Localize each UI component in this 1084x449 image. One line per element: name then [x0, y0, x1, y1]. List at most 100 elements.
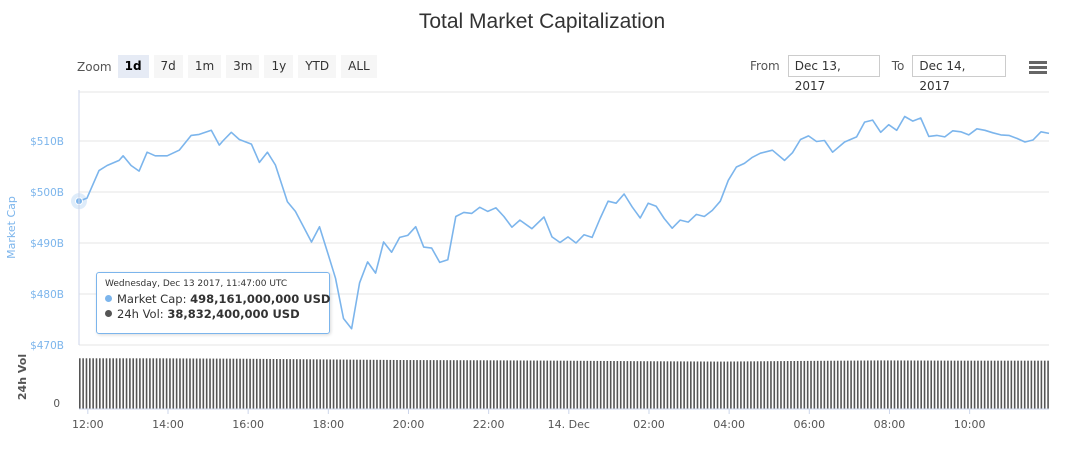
volume-bar [432, 360, 435, 409]
volume-bar [860, 360, 862, 409]
volume-bar [209, 358, 211, 409]
volume-bar [696, 361, 699, 409]
volume-bar [479, 360, 482, 409]
volume-bar [743, 361, 746, 409]
from-date-input[interactable]: Dec 13, 2017 [787, 55, 880, 93]
volume-bar [810, 360, 812, 409]
volume-bar [152, 358, 155, 409]
volume-bar [339, 359, 342, 409]
volume-bar [983, 360, 986, 409]
volume-dot-icon [105, 310, 112, 317]
volume-bar [763, 361, 766, 409]
volume-bar [129, 358, 131, 409]
volume-bar [643, 361, 645, 409]
volume-bar [195, 358, 198, 409]
y-tick-label: $480B [30, 289, 64, 301]
to-date-input[interactable]: Dec 14, 2017 [912, 55, 1007, 93]
volume-bar [673, 361, 675, 409]
volume-bar [412, 360, 415, 409]
volume-bar [252, 358, 255, 409]
volume-bar [1000, 360, 1003, 409]
volume-bar [175, 358, 178, 409]
volume-bar [496, 360, 498, 409]
zoom-1d-button[interactable]: 1d [117, 55, 149, 78]
volume-bar [803, 360, 806, 409]
volume-bar [666, 361, 669, 409]
volume-bar [713, 361, 715, 409]
volume-bar [893, 360, 896, 409]
zoom-1m-button[interactable]: 1m [187, 55, 222, 78]
hamburger-menu-icon[interactable] [1029, 61, 1047, 75]
volume-bar [850, 360, 852, 409]
volume-bar [579, 360, 582, 409]
volume-bar [185, 358, 188, 409]
volume-bar [379, 359, 382, 409]
volume-bar [553, 360, 555, 409]
zoom-ytd-button[interactable]: YTD [298, 55, 337, 78]
volume-bar [1030, 360, 1033, 409]
volume-bar [823, 360, 826, 409]
volume-bar [466, 360, 468, 409]
volume-bar [489, 360, 492, 409]
volume-bar [589, 360, 592, 409]
volume-bar [1040, 360, 1043, 409]
volume-bar [770, 361, 772, 409]
volume-bar [973, 360, 976, 409]
volume-bar [723, 361, 726, 409]
volume-bar [559, 360, 562, 409]
volume-bar [887, 360, 889, 409]
volume-bar [426, 360, 428, 409]
volume-bar [603, 360, 605, 409]
volume-bar [232, 358, 235, 409]
zoom-all-button[interactable]: ALL [341, 55, 377, 78]
x-tick-label: 10:00 [954, 418, 986, 431]
volume-bar [436, 360, 438, 409]
volume-bar [399, 360, 402, 409]
volume-bar [937, 360, 939, 409]
x-tick-label: 02:00 [633, 418, 665, 431]
x-tick-label: 08:00 [874, 418, 906, 431]
volume-bar [679, 361, 682, 409]
volume-bar [255, 358, 258, 409]
volume-bar [773, 361, 776, 409]
volume-bar [1013, 360, 1016, 409]
volume-bar [269, 358, 271, 409]
volume-bar [145, 358, 148, 409]
zoom-7d-button[interactable]: 7d [153, 55, 183, 78]
volume-bar [109, 358, 111, 409]
volume-bar [546, 360, 549, 409]
volume-bar [202, 358, 205, 409]
volume-bar [1023, 360, 1026, 409]
volume-bar [766, 361, 769, 409]
volume-bar [265, 358, 268, 409]
volume-bar [112, 358, 114, 409]
zoom-3m-button[interactable]: 3m [226, 55, 260, 78]
volume-bar [429, 360, 432, 409]
volume-bar [653, 361, 655, 409]
volume-bar [940, 360, 943, 409]
volume-bar [302, 359, 305, 409]
zoom-1y-button[interactable]: 1y [264, 55, 294, 78]
volume-bar [900, 360, 902, 409]
volume-bar [499, 360, 502, 409]
volume-bar [296, 359, 298, 409]
volume-bar [636, 361, 639, 409]
chart-title: Total Market Capitalization [418, 10, 666, 33]
volume-bar [165, 358, 168, 409]
volume-bar [933, 360, 936, 409]
volume-bar [746, 361, 749, 409]
volume-bar [870, 360, 872, 409]
volume-bar [459, 360, 462, 409]
tooltip-market-cap-value: 498,161,000,000 USD [190, 292, 331, 306]
volume-bar [82, 358, 84, 409]
volume-bar [349, 359, 352, 409]
volume-bar [917, 360, 919, 409]
y-axis-title: Market Cap [5, 196, 18, 259]
y-tick-label: $470B [30, 340, 64, 352]
volume-bar [880, 360, 882, 409]
volume-bar [960, 360, 963, 409]
volume-bar [833, 360, 836, 409]
volume-bar [362, 359, 365, 409]
volume-bar [669, 361, 672, 409]
volume-bar [452, 360, 455, 409]
